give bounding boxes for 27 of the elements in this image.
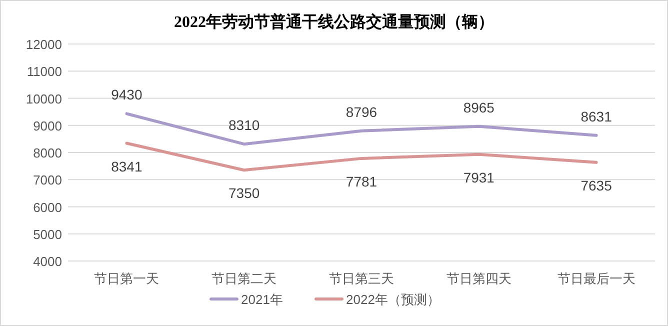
data-label: 8965 xyxy=(463,99,495,116)
data-label: 8341 xyxy=(111,158,142,174)
data-label: 7350 xyxy=(228,185,260,202)
x-tick-label: 节日第二天 xyxy=(212,271,277,286)
y-tick-label: 10000 xyxy=(26,91,62,106)
legend-label: 2021年 xyxy=(241,292,283,307)
y-tick-label: 8000 xyxy=(33,146,62,160)
y-tick-label: 4000 xyxy=(33,254,62,269)
data-label: 7635 xyxy=(580,177,612,194)
y-tick-label: 11000 xyxy=(26,64,62,80)
data-label: 8310 xyxy=(228,117,260,134)
y-tick-label: 7000 xyxy=(33,172,62,188)
x-tick-label: 节日第四天 xyxy=(446,271,512,286)
data-label: 7931 xyxy=(463,169,495,186)
data-label: 8631 xyxy=(580,108,612,124)
x-tick-label: 节日第三天 xyxy=(329,271,394,286)
x-tick-label: 节日最后一天 xyxy=(557,271,636,286)
data-label: 9430 xyxy=(111,86,142,103)
y-tick-label: 5000 xyxy=(33,226,62,242)
chart-title: 2022年劳动节普通干线公路交通量预测（辆） xyxy=(174,12,494,31)
y-tick-label: 12000 xyxy=(26,37,62,52)
y-tick-label: 6000 xyxy=(33,200,62,215)
legend-label: 2022年（预测） xyxy=(346,292,440,307)
data-label: 8796 xyxy=(346,104,378,120)
x-tick-label: 节日第一天 xyxy=(94,271,160,286)
y-tick-label: 9000 xyxy=(33,118,62,134)
data-label: 7781 xyxy=(346,173,378,190)
